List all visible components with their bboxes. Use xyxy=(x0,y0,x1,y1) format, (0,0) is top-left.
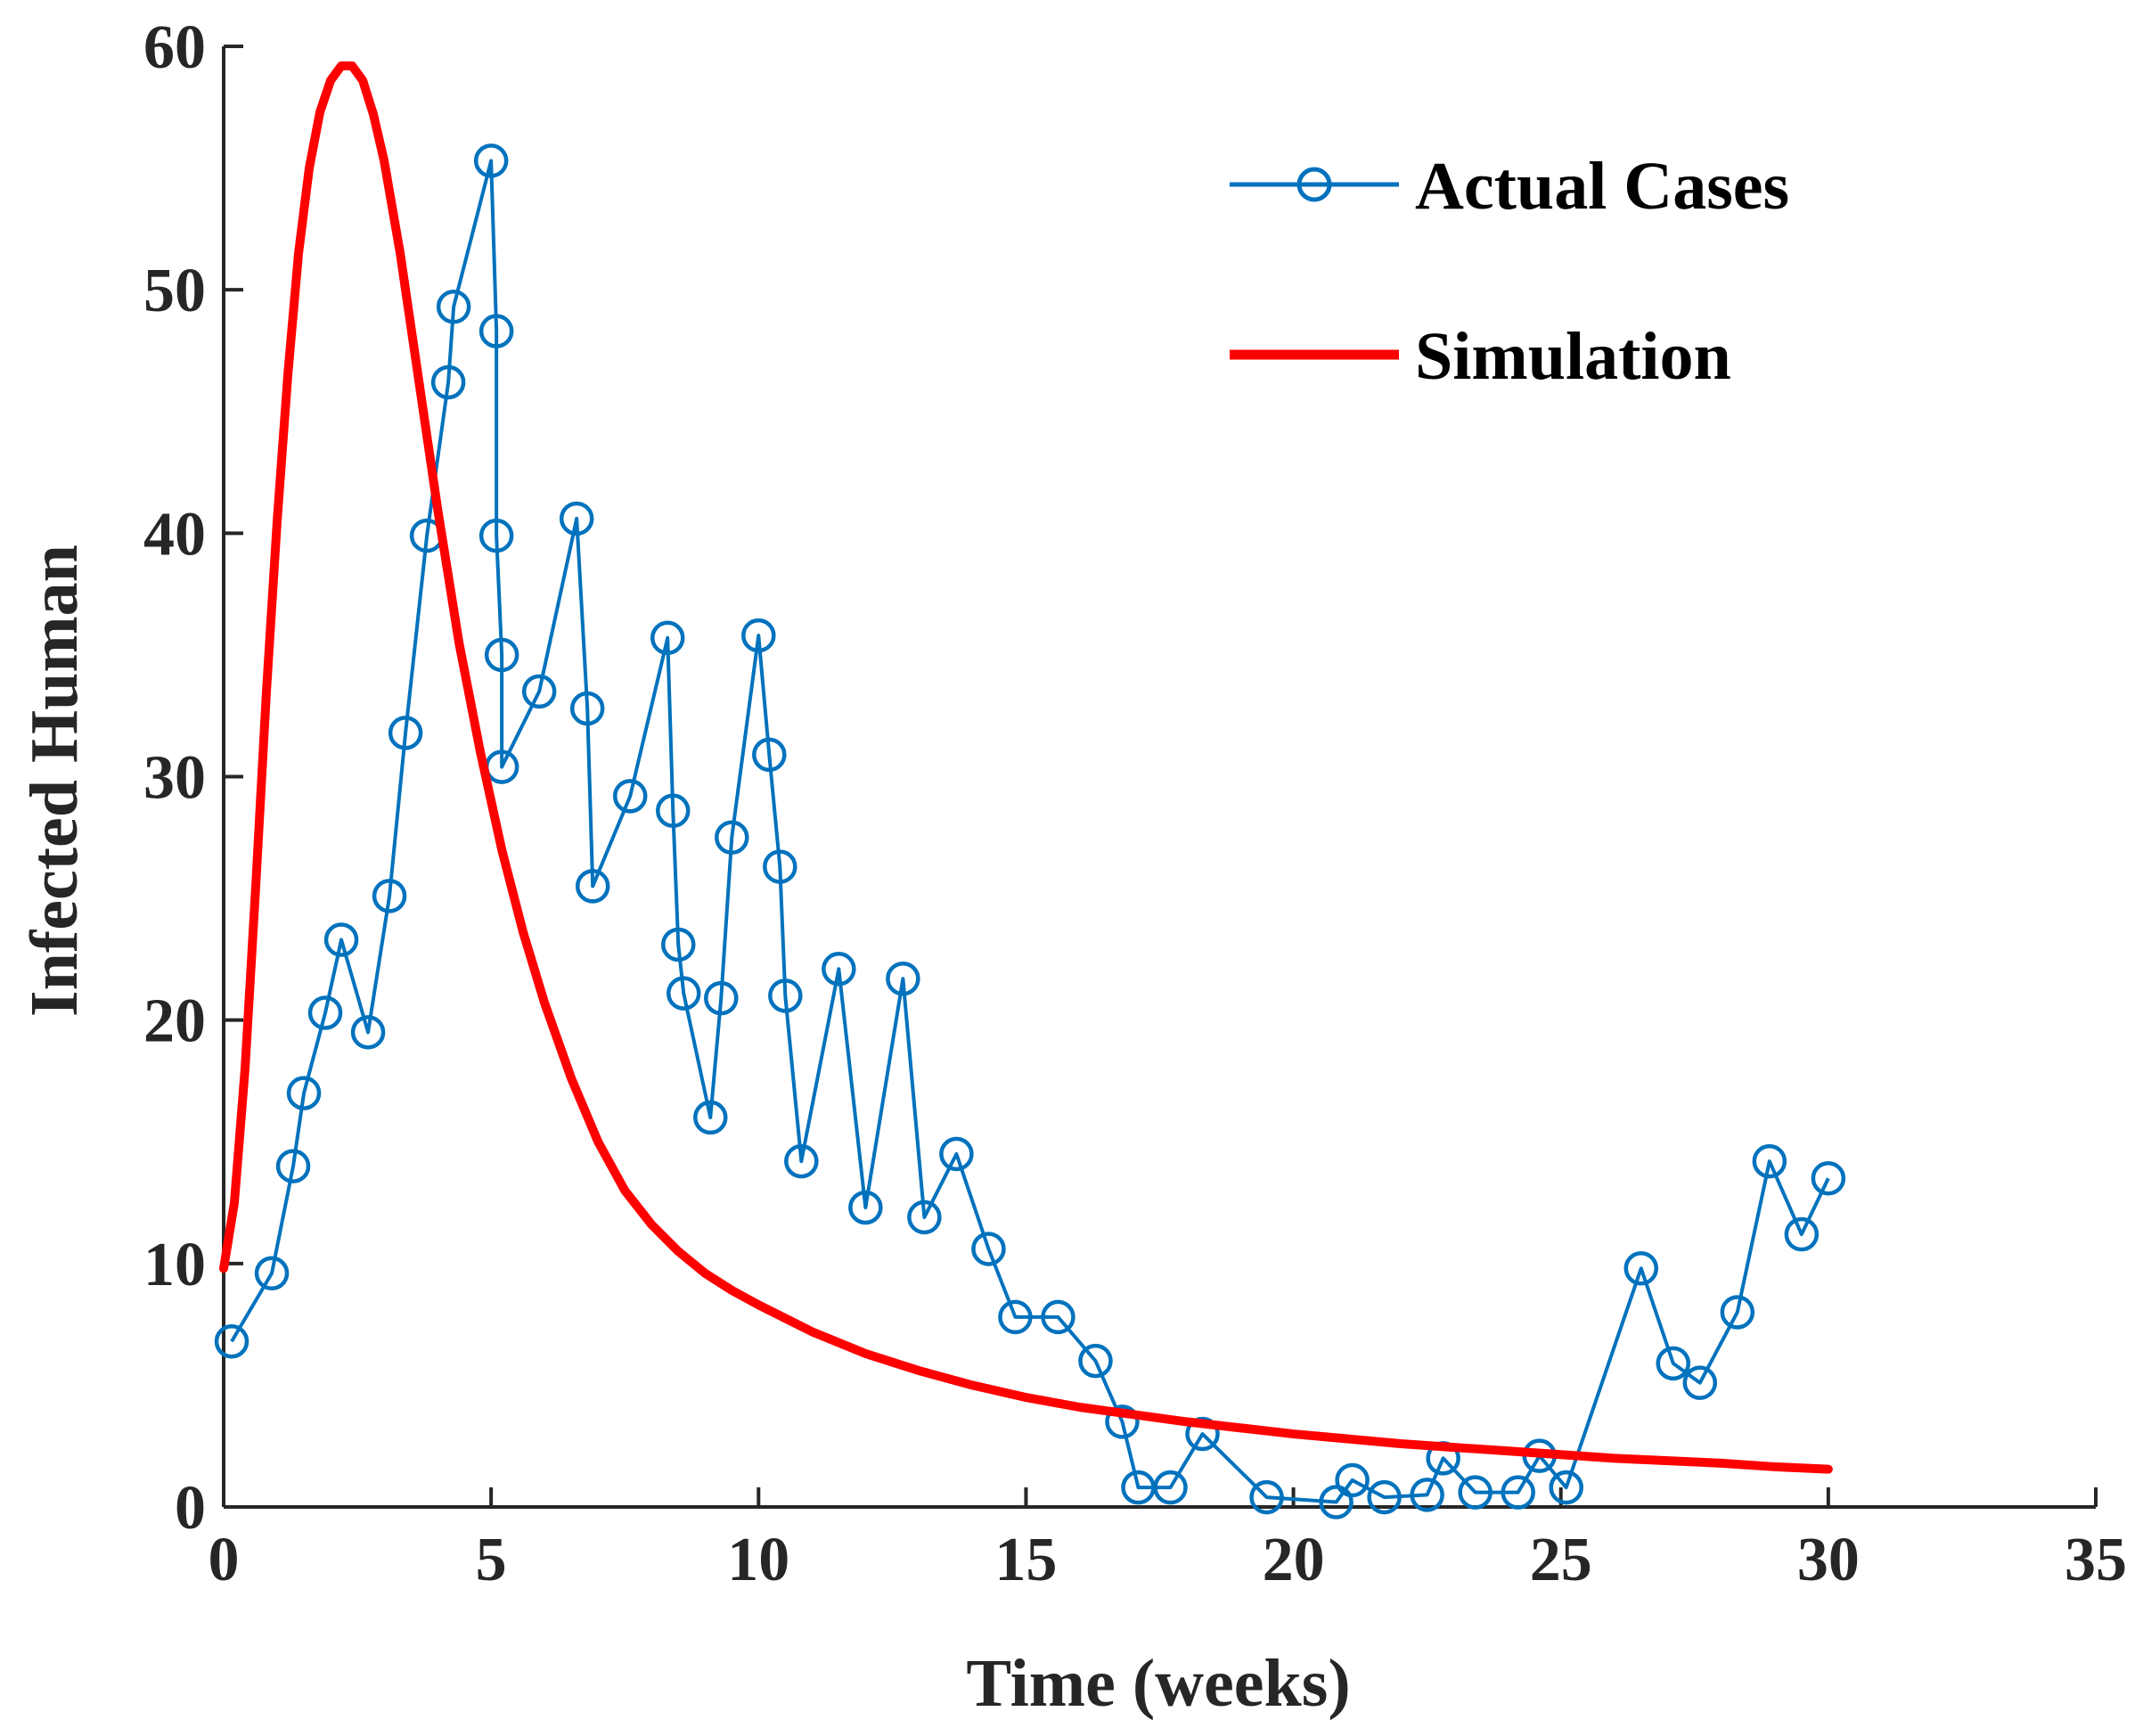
y-tick-label: 50 xyxy=(143,257,206,325)
data-point-actual-cases xyxy=(1335,1462,1370,1498)
x-tick-label: 30 xyxy=(1797,1526,1860,1594)
data-point-actual-cases xyxy=(693,1100,728,1135)
x-tick-label: 15 xyxy=(994,1526,1057,1594)
data-point-actual-cases xyxy=(998,1299,1033,1335)
data-point-actual-cases xyxy=(275,1149,311,1183)
data-point-actual-cases xyxy=(521,674,557,709)
data-point-actual-cases xyxy=(478,518,514,553)
data-point-actual-cases xyxy=(569,691,605,726)
legend-label-simulation: Simulation xyxy=(1415,319,1731,394)
data-point-actual-cases xyxy=(1153,1470,1188,1505)
data-point-actual-cases xyxy=(559,501,594,536)
data-point-actual-cases xyxy=(939,1136,974,1172)
data-point-actual-cases xyxy=(286,1076,322,1110)
x-tick-label: 25 xyxy=(1530,1526,1592,1594)
data-point-actual-cases xyxy=(704,980,739,1016)
data-point-actual-cases xyxy=(484,637,519,673)
series-layer xyxy=(214,61,1846,1519)
data-point-actual-cases xyxy=(1319,1485,1354,1519)
data-point-actual-cases xyxy=(350,1015,386,1050)
data-point-actual-cases xyxy=(752,737,787,773)
data-point-actual-cases xyxy=(473,143,509,178)
legend-label-actual-cases: Actual Cases xyxy=(1415,149,1789,224)
data-point-actual-cases xyxy=(1549,1470,1583,1505)
data-point-actual-cases xyxy=(1752,1143,1787,1179)
y-axis-title: Infected Human xyxy=(17,545,92,1017)
y-tick-label: 20 xyxy=(143,987,206,1056)
data-point-actual-cases xyxy=(372,879,407,913)
data-point-actual-cases xyxy=(1720,1295,1755,1330)
data-point-actual-cases xyxy=(1784,1216,1820,1252)
data-point-actual-cases xyxy=(388,716,423,750)
x-tick-label: 35 xyxy=(2065,1526,2127,1594)
data-point-actual-cases xyxy=(715,820,749,856)
data-point-actual-cases xyxy=(323,922,359,957)
y-tick-label: 40 xyxy=(143,500,206,569)
data-point-actual-cases xyxy=(650,620,685,656)
x-tick-label: 20 xyxy=(1263,1526,1325,1594)
data-point-actual-cases xyxy=(848,1190,883,1225)
series-line-actual-cases xyxy=(230,159,1830,1504)
data-point-actual-cases xyxy=(307,995,343,1030)
data-point-actual-cases xyxy=(655,793,691,828)
data-point-actual-cases xyxy=(478,314,514,348)
data-point-actual-cases xyxy=(575,869,610,904)
data-point-actual-cases xyxy=(1041,1299,1076,1335)
data-point-actual-cases xyxy=(436,290,471,324)
series-line-simulation xyxy=(219,61,1833,1474)
data-point-actual-cases xyxy=(1811,1160,1846,1196)
data-point-actual-cases xyxy=(1682,1365,1718,1400)
data-point-actual-cases xyxy=(1105,1404,1140,1439)
data-point-actual-cases xyxy=(907,1200,942,1235)
y-tick-label: 60 xyxy=(143,13,206,82)
y-tick-label: 0 xyxy=(175,1474,206,1543)
y-tick-label: 30 xyxy=(143,744,206,813)
y-tick-label: 10 xyxy=(143,1231,206,1299)
data-point-actual-cases xyxy=(1367,1479,1402,1515)
x-tick-label: 5 xyxy=(476,1526,507,1594)
legend-marker-actual-cases xyxy=(1296,167,1332,202)
data-point-actual-cases xyxy=(612,779,648,814)
data-point-actual-cases xyxy=(430,364,466,400)
data-point-actual-cases xyxy=(1249,1479,1284,1515)
x-axis-title: Time (weeks) xyxy=(966,1646,1350,1721)
data-point-actual-cases xyxy=(971,1232,1006,1266)
data-point-actual-cases xyxy=(1501,1475,1535,1510)
data-point-actual-cases xyxy=(741,618,776,653)
data-point-actual-cases xyxy=(1623,1251,1659,1286)
data-point-actual-cases xyxy=(1078,1343,1113,1379)
data-point-actual-cases xyxy=(784,1143,819,1179)
data-point-actual-cases xyxy=(822,952,856,987)
data-point-actual-cases xyxy=(666,976,701,1011)
data-point-actual-cases xyxy=(1656,1346,1691,1381)
data-point-actual-cases xyxy=(768,979,803,1013)
data-point-actual-cases xyxy=(214,1323,249,1359)
data-point-actual-cases xyxy=(763,849,797,884)
legend: Actual Cases Simulation xyxy=(1230,149,1789,394)
data-point-actual-cases xyxy=(1410,1478,1444,1512)
data-point-actual-cases xyxy=(1458,1475,1493,1510)
x-tick-label: 0 xyxy=(209,1526,240,1594)
x-tick-label: 10 xyxy=(727,1526,789,1594)
data-point-actual-cases xyxy=(254,1256,290,1291)
data-point-actual-cases xyxy=(660,927,696,962)
data-point-actual-cases xyxy=(886,961,920,996)
data-point-actual-cases xyxy=(1185,1416,1220,1452)
axes: 0 5 10 15 20 25 30 35 0 10 20 30 40 50 60 xyxy=(143,13,2127,1594)
